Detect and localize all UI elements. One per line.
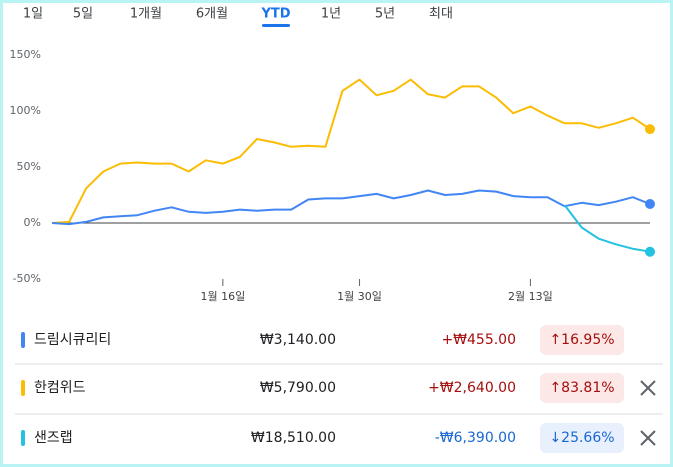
percent-badge (540, 423, 624, 453)
y-tick-label: 100% (10, 104, 41, 117)
percent-change: ↑16.95% (549, 332, 614, 348)
percent-badge (540, 373, 624, 403)
percent-badge (540, 325, 624, 355)
percent-change: ↓25.66% (549, 430, 614, 446)
x-tick-label: 1월 30일 (337, 289, 382, 303)
time-range-tab[interactable]: 최대 (429, 7, 453, 22)
x-tick-label: 2월 13일 (508, 289, 553, 303)
series-name: 한컴위드 (34, 380, 86, 396)
series-color-marker (21, 430, 25, 446)
y-tick-label: 150% (10, 48, 41, 61)
series-end-dot (645, 246, 655, 257)
series-color-marker (21, 380, 25, 396)
price-change: +₩2,640.00 (428, 380, 516, 396)
time-range-tab[interactable]: YTD (260, 7, 290, 22)
series-line (51, 189, 651, 226)
y-tick-label: -50% (13, 272, 41, 285)
price-change: +₩455.00 (441, 332, 516, 348)
percent-change: ↑83.81% (549, 380, 614, 396)
series-name: 샌즈랩 (34, 430, 73, 446)
series-name: 드림시큐리티 (34, 332, 111, 348)
series-line (563, 204, 651, 253)
chart: 1일 5일 1개월 6개월 YTD 1년 5년 최대 150% 100% 50% 0% -50% 1월 1… (10, 7, 663, 453)
remove-button[interactable] (640, 380, 656, 396)
price: ₩18,510.00 (251, 430, 336, 446)
price-change: -₩6,390.00 (435, 430, 516, 446)
price: ₩3,140.00 (260, 332, 336, 348)
time-range-tab[interactable]: 1일 (23, 7, 43, 22)
series-end-dot (645, 124, 655, 135)
time-range-tab[interactable]: 6개월 (196, 7, 228, 22)
time-range-tab[interactable]: 1개월 (130, 7, 162, 22)
tab-underline (262, 24, 290, 27)
series-color-marker (21, 332, 25, 348)
x-tick-label: 1월 16일 (200, 289, 245, 303)
series-end-dot (645, 199, 655, 210)
y-tick-label: 50% (17, 160, 41, 173)
series-line (51, 78, 651, 224)
y-tick-label: 0% (24, 216, 41, 229)
remove-button[interactable] (640, 430, 656, 446)
time-range-tab[interactable]: 1년 (321, 7, 341, 22)
time-range-tab[interactable]: 5년 (375, 7, 395, 22)
time-range-tab[interactable]: 5일 (73, 7, 93, 22)
price: ₩5,790.00 (260, 380, 336, 396)
